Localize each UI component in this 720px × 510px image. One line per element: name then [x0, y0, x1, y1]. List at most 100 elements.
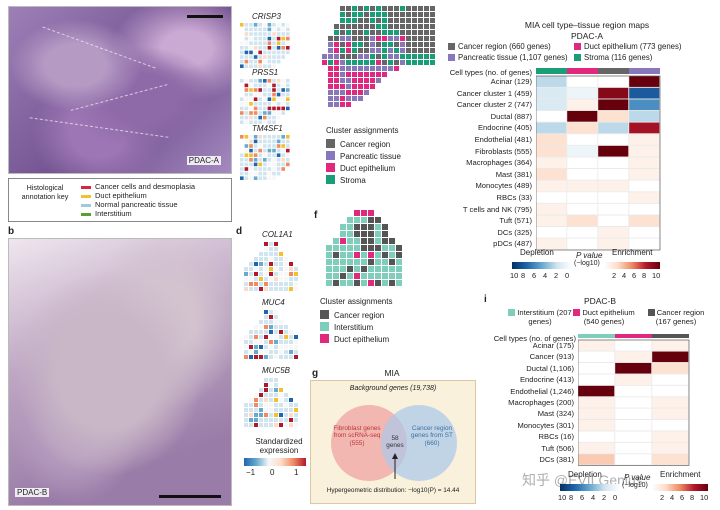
expression-spot: [286, 83, 290, 88]
expression-spot: [249, 41, 253, 45]
mia-a-heatmap-cell: [597, 203, 629, 215]
panel-letter-d: d: [236, 226, 243, 237]
expression-spot: [253, 167, 258, 171]
expression-spot: [244, 167, 249, 171]
expression-spot: [284, 257, 288, 261]
annotation-key-swatch: [81, 194, 91, 198]
expression-spot: [286, 102, 290, 106]
expression-spot: [284, 340, 288, 344]
expression-spot: [281, 50, 285, 55]
expression-spot: [274, 320, 278, 324]
expression-spot: [294, 350, 298, 354]
expression-spot: [258, 102, 262, 106]
mia-a-heatmap-cell: [597, 87, 629, 99]
expression-spot: [276, 88, 281, 92]
expression-spot: [269, 330, 273, 334]
cluster-spot: [424, 48, 429, 53]
cluster-spot: [340, 42, 345, 47]
mia-b-heatmap-cell: [578, 430, 615, 443]
cluster-spot: [376, 24, 381, 29]
expression-spot: [281, 111, 285, 115]
cluster-spot: [328, 54, 333, 59]
expression-spot: [259, 287, 263, 291]
cluster-spot: [368, 210, 374, 216]
expression-spot: [276, 55, 281, 59]
gene-label: CRISP3: [252, 12, 281, 21]
expression-spot: [254, 277, 258, 281]
mia-a-heatmap-cell: [566, 75, 598, 88]
mia-b-heatmap-cell: [578, 453, 615, 466]
expression-spot: [259, 272, 263, 276]
expression-spot: [276, 92, 281, 97]
cluster-spot: [388, 48, 393, 53]
expression-spot: [274, 310, 278, 314]
cluster-spot: [328, 96, 333, 101]
cluster-spot: [406, 12, 411, 17]
expression-spot: [258, 120, 262, 124]
mia-a-heatmap-cell: [597, 145, 629, 157]
expression-spot: [281, 27, 285, 32]
expression-spot: [253, 27, 258, 32]
expression-spot: [244, 272, 248, 276]
mia-b-row-label: RBCs (16): [538, 432, 574, 442]
expression-tick: 0: [270, 468, 275, 477]
cluster-spot: [340, 48, 345, 53]
cluster-spot: [352, 60, 357, 65]
cluster-spot: [346, 78, 351, 83]
cluster-spot: [346, 30, 351, 35]
cluster-spot: [358, 54, 363, 59]
expression-spot: [259, 320, 263, 324]
cluster-spot: [340, 90, 345, 95]
cluster-spot: [347, 245, 353, 251]
cluster-spot: [388, 12, 393, 17]
cluster-spot: [388, 36, 393, 41]
expression-spot: [284, 418, 288, 422]
mia-a-heatmap-cell: [628, 191, 660, 204]
expression-spot: [258, 32, 262, 36]
expression-spot: [286, 23, 290, 27]
cluster-legend-item: Pancreatic tissue: [326, 151, 401, 161]
expression-spot: [269, 378, 273, 382]
gene-label: MUC4: [262, 298, 285, 307]
cluster-spot: [334, 102, 339, 107]
expression-spot: [240, 171, 244, 176]
expression-spot: [254, 413, 258, 417]
expression-spot: [267, 135, 272, 139]
expression-spot: [253, 23, 258, 27]
cluster-spot: [400, 48, 405, 53]
expression-spot: [249, 55, 253, 59]
expression-spot: [272, 32, 276, 36]
cluster-spot: [376, 42, 381, 47]
expression-spot: [244, 32, 249, 36]
expression-spot: [276, 115, 281, 120]
expression-spot: [253, 139, 258, 144]
expression-spot: [272, 176, 276, 180]
cluster-spot: [334, 72, 339, 77]
mia-a-heatmap-cell: [536, 226, 567, 239]
expression-spot: [269, 350, 273, 354]
expression-spot: [264, 282, 268, 286]
cluster-spot: [334, 42, 339, 47]
expression-spot: [281, 55, 285, 59]
cluster-spot: [394, 24, 399, 29]
mia-a-heatmap-cell: [597, 99, 629, 111]
mia-a-rows-header: Cell types (no. of genes): [449, 68, 532, 77]
mia-a-heatmap-cell: [597, 214, 629, 227]
mia-a-region-legend-item: Stroma (116 genes): [574, 53, 652, 62]
cluster-spot: [347, 252, 353, 258]
expression-spot: [279, 277, 283, 281]
expression-spot: [284, 282, 288, 286]
annotation-key-item: Cancer cells and desmoplasia: [81, 182, 195, 191]
expression-spot: [258, 64, 262, 68]
cluster-spot: [382, 259, 388, 265]
expression-spot: [264, 378, 268, 382]
expression-spot: [263, 27, 267, 32]
cluster-legend-item: Cancer region: [320, 310, 384, 320]
expression-spot: [272, 102, 276, 106]
expression-spot: [244, 50, 249, 55]
cluster-spot: [364, 48, 369, 53]
cluster-spot: [382, 60, 387, 65]
expression-spot: [254, 423, 258, 427]
expression-spot: [244, 111, 249, 115]
expression-spot: [269, 355, 273, 359]
